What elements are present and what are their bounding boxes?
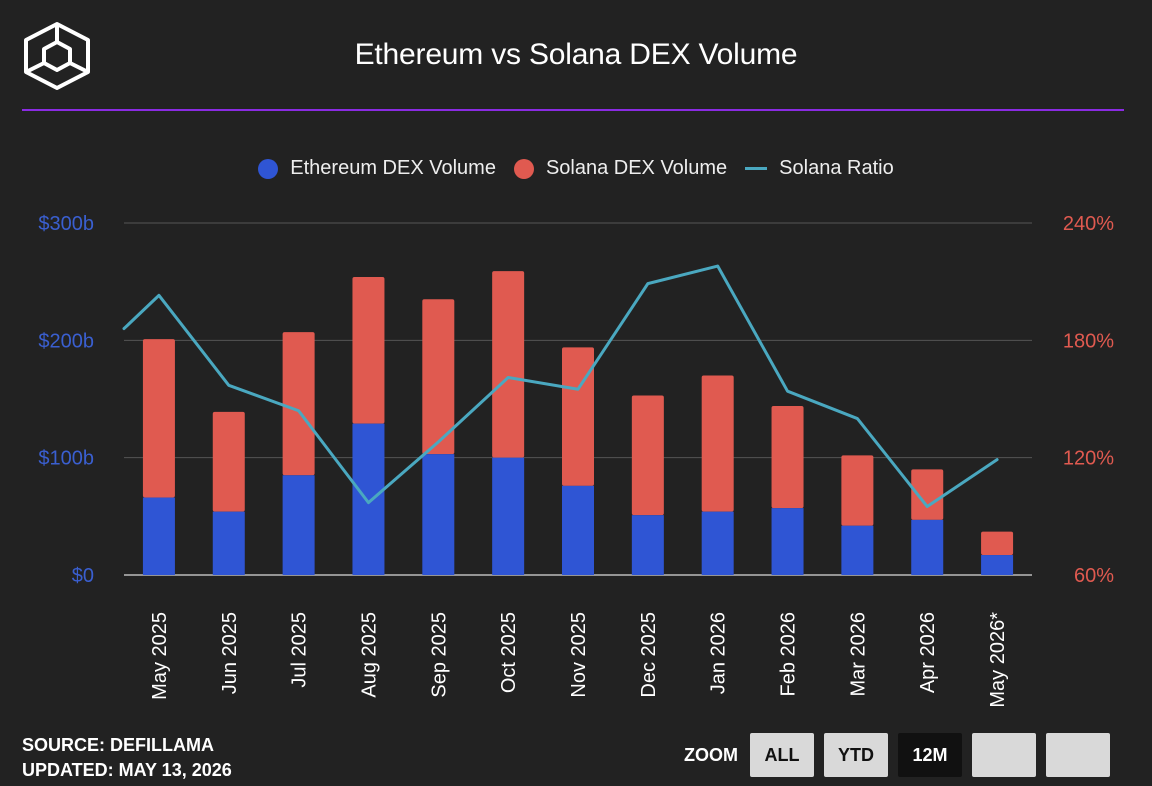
bar-solana (771, 406, 804, 509)
bar-ethereum (282, 475, 315, 575)
bar-solana (492, 271, 525, 458)
bar-ethereum (492, 457, 525, 575)
x-tick-label: Sep 2025 (428, 612, 450, 698)
zoom-label: ZOOM (684, 744, 738, 765)
dex-volume-chart: $0 $100b $200b $300b 60% 120% 180% 240% May 2025… (38, 213, 1114, 708)
legend-solana-label: Solana DEX Volume (545, 157, 728, 179)
bar-solana (841, 455, 874, 526)
bar-ethereum (981, 555, 1014, 575)
x-tick-label: Mar 2026 (847, 612, 869, 697)
x-tick-label: Nov 2025 (568, 612, 590, 698)
bar-ethereum (701, 511, 734, 575)
bar-ethereum (841, 525, 874, 575)
bar-ethereum (212, 511, 245, 575)
bar-ethereum (142, 497, 175, 575)
y-right-tick-label: 240% (1063, 213, 1114, 235)
bar-ethereum (631, 515, 664, 575)
bar-ethereum (771, 508, 804, 575)
bar-solana (562, 347, 594, 486)
legend-ratio-label: Solana Ratio (779, 157, 894, 179)
y-left-tick-label: $0 (72, 565, 94, 587)
legend-ethereum-dot-icon (258, 158, 279, 179)
zoom-blank-button-1[interactable] (972, 733, 1036, 777)
bar-solana (911, 469, 944, 520)
legend-ratio-line-icon (745, 167, 768, 170)
legend-item-ratio[interactable]: Solana Ratio (745, 157, 894, 180)
x-tick-label: May 2026* (987, 612, 1009, 708)
legend-ethereum-label: Ethereum DEX Volume (290, 157, 496, 179)
zoom-12m-button[interactable]: 12M (898, 733, 962, 777)
header-divider (22, 109, 1124, 111)
x-tick-label: May 2025 (149, 612, 171, 700)
updated-text: UPDATED: MAY 13, 2026 (22, 760, 232, 780)
x-tick-label: Feb 2026 (778, 612, 800, 697)
bar-solana (701, 375, 734, 512)
x-tick-label: Jan 2026 (708, 612, 730, 694)
zoom-ytd-button[interactable]: YTD (824, 733, 888, 777)
bar-solana (212, 411, 245, 512)
page-title: Ethereum vs Solana DEX Volume (354, 38, 798, 71)
bar-ethereum (562, 485, 594, 575)
zoom-all-button[interactable]: ALL (750, 733, 814, 777)
bar-solana (282, 332, 315, 476)
x-tick-label: Aug 2025 (358, 612, 380, 698)
y-left-tick-label: $100b (38, 448, 94, 470)
chart-legend: Ethereum DEX Volume Solana DEX Volume So… (0, 157, 1152, 180)
source-note: SOURCE: DEFILLAMA UPDATED: MAY 13, 2026 (22, 733, 232, 783)
legend-solana-dot-icon (513, 158, 534, 179)
x-tick-label: Oct 2025 (498, 612, 520, 693)
y-left-tick-label: $200b (38, 330, 94, 352)
x-tick-label: Dec 2025 (638, 612, 660, 698)
zoom-blank-button-2[interactable] (1046, 733, 1110, 777)
legend-item-ethereum[interactable]: Ethereum DEX Volume (258, 157, 496, 180)
bar-solana (142, 339, 175, 498)
y-right-tick-label: 120% (1063, 448, 1114, 470)
y-right-tick-label: 60% (1074, 565, 1114, 587)
bar-ethereum (422, 454, 455, 575)
bar-solana (981, 531, 1014, 556)
bar-solana (422, 299, 455, 455)
logo-icon (24, 22, 90, 90)
x-tick-label: Jun 2025 (219, 612, 241, 694)
y-right-tick-label: 180% (1063, 330, 1114, 352)
bar-ethereum (911, 519, 944, 575)
legend-item-solana[interactable]: Solana DEX Volume (513, 157, 728, 180)
bar-solana (631, 395, 664, 516)
x-tick-label: Jul 2025 (289, 612, 311, 688)
ratio-line (122, 264, 999, 509)
zoom-controls: ZOOM ALL YTD 12M (684, 733, 1120, 777)
bar-ethereum (352, 423, 385, 575)
y-left-tick-label: $300b (38, 213, 94, 235)
x-tick-label: Apr 2026 (917, 612, 939, 693)
source-text: SOURCE: DEFILLAMA (22, 735, 214, 755)
bar-solana (352, 276, 385, 424)
